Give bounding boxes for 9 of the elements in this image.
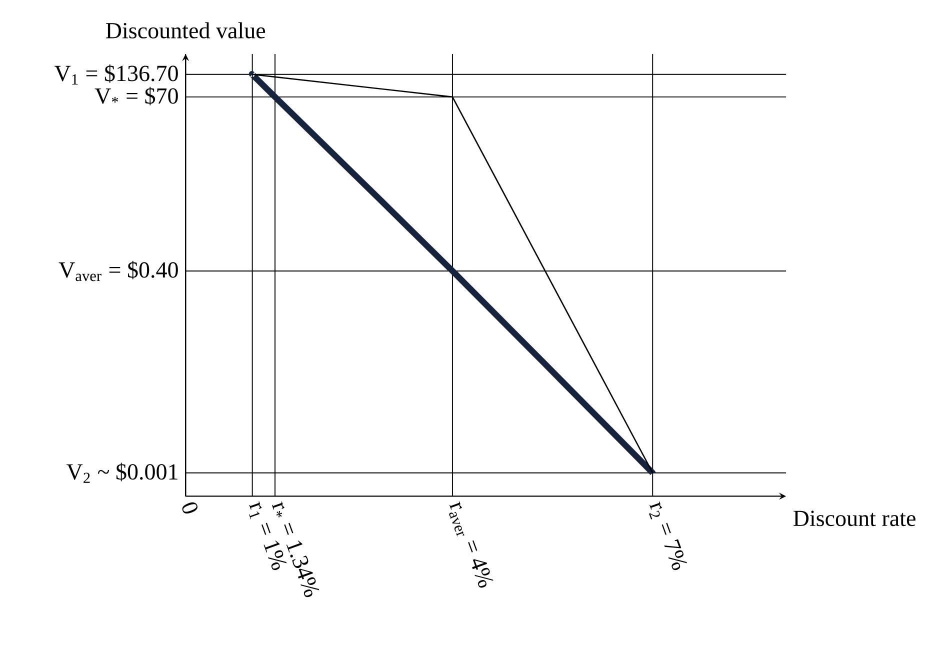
x-tick-label: r$_{aver}$ = 4%: [449, 501, 494, 588]
y-tick-label: V$_{aver}$ = $0.40: [58, 260, 178, 282]
x-tick-label: r$_{2}$ = 7%: [648, 501, 687, 570]
x-tick-label: 0: [182, 502, 198, 514]
x-axis-title: Discount rate: [794, 510, 916, 526]
y-tick-label: V$_{2}$ ~ $0.001: [66, 462, 178, 483]
y-axis-title: Discounted value: [106, 22, 266, 38]
y-tick-label: V$_{*}$ = $70: [94, 86, 178, 106]
y-tick-label: V$_{1}$ = $136.70: [54, 64, 178, 84]
